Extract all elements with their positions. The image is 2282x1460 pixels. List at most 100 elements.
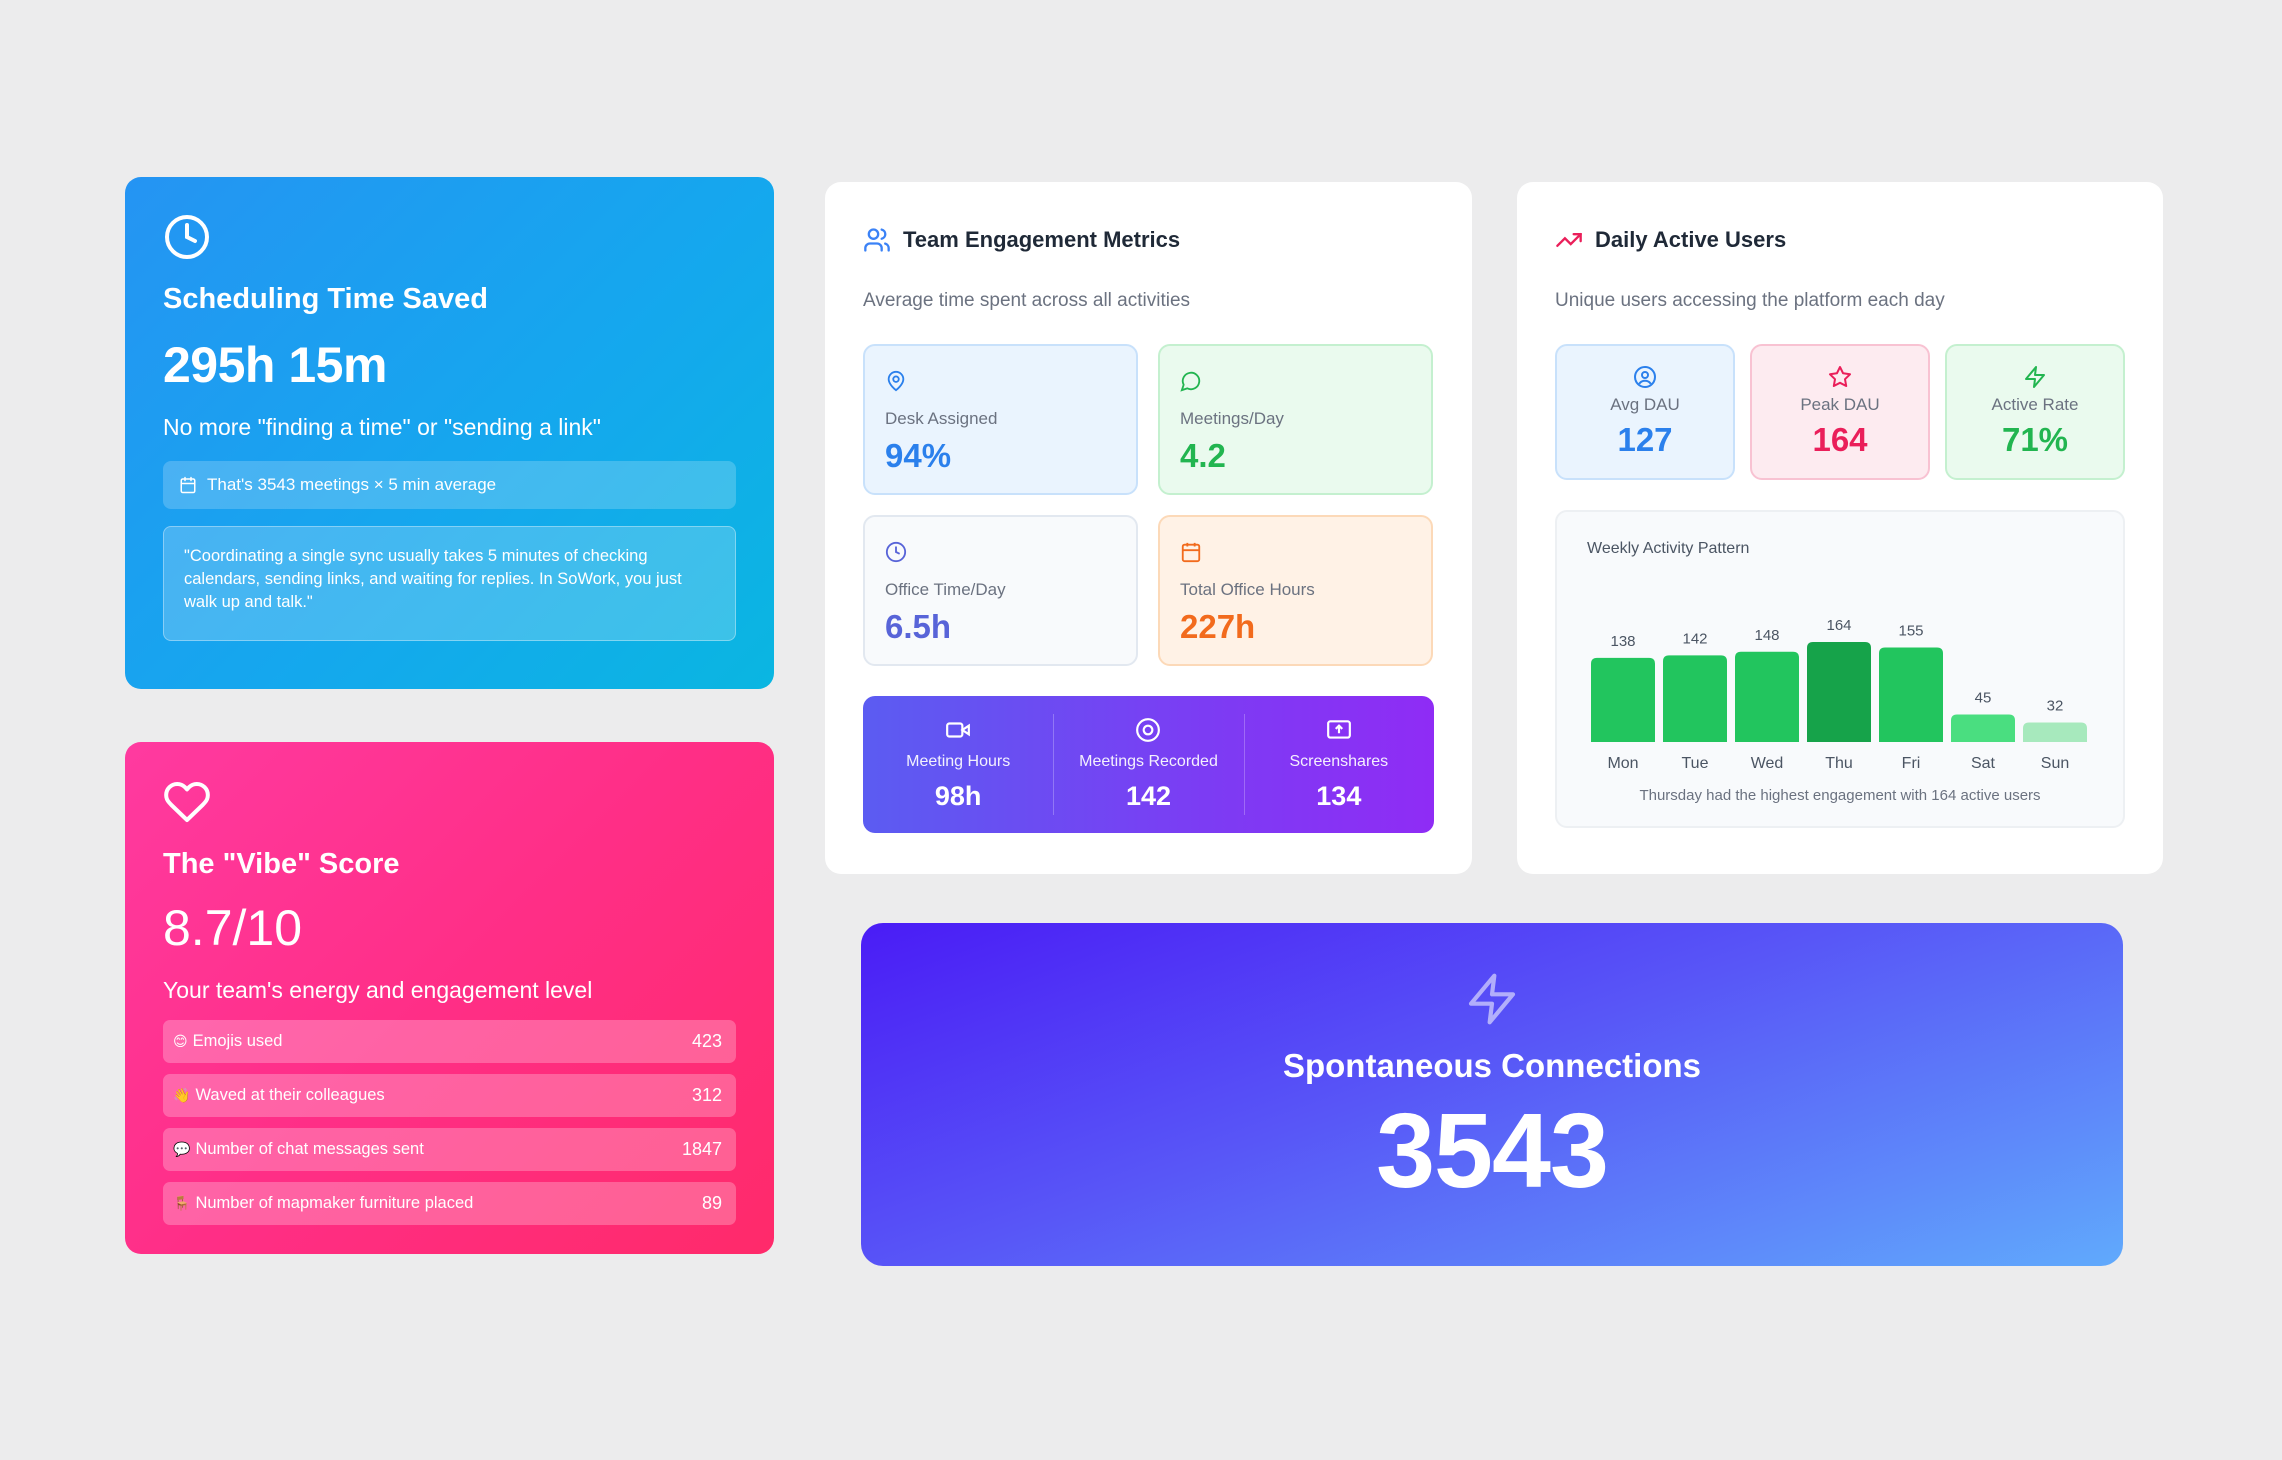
chat-bubble-icon [1180, 371, 1201, 392]
stat-value: 71% [2001, 421, 2069, 458]
metric-label: Meetings/Day [1180, 409, 1284, 428]
strip-label: Screenshares [1289, 753, 1389, 770]
bar-fri [1879, 647, 1943, 742]
bar-chart-svg: 138 Mon 142 Tue 148 Wed 164 Thu 155 Fri 45 Sat 32 Sun [1591, 617, 2087, 772]
vibe-row: 👋 Waved at their colleagues 312 [163, 1074, 736, 1117]
strip-label: Meeting Hours [906, 753, 1011, 770]
strip-value: 142 [1125, 781, 1172, 811]
bar-value-label: 148 [1754, 627, 1779, 644]
dau-description: Unique users accessing the platform each… [1555, 290, 1945, 311]
metric-value: 227h [1180, 608, 1256, 645]
stat-peak-dau: Peak DAU 164 [1750, 344, 1930, 480]
lightning-icon [1468, 973, 1516, 1025]
chart-title: Weekly Activity Pattern [1587, 540, 1750, 557]
trending-up-icon [1556, 233, 1582, 247]
metric-tile-meetings: Meetings/Day 4.2 [1158, 344, 1433, 495]
stat-active-rate: Active Rate 71% [1945, 344, 2125, 480]
vibe-title: The "Vibe" Score [163, 848, 400, 880]
team-engagement-card: Team Engagement Metrics Average time spe… [825, 182, 1472, 874]
vibe-rows: 😊 Emojis used 423 👋 Waved at their colleag… [163, 1020, 736, 1225]
bar-value-label: 45 [1975, 690, 1992, 707]
daily-active-users-card: Daily Active Users Unique users accessin… [1517, 182, 2163, 874]
strip-value: 98h [934, 781, 982, 811]
stat-label: Avg DAU [1610, 395, 1680, 414]
bar-value-label: 32 [2047, 697, 2064, 714]
dau-title: Daily Active Users [1595, 227, 1787, 252]
strip-cell-meetings-recorded: Meetings Recorded 142 [1053, 696, 1243, 833]
star-icon [1829, 366, 1851, 387]
metric-label: Total Office Hours [1180, 580, 1315, 599]
wave-emoji-icon: 👋 [173, 1087, 191, 1103]
metric-label: Desk Assigned [885, 409, 998, 428]
metric-tile-desk: Desk Assigned 94% [863, 344, 1138, 495]
vibe-row-value: 89 [701, 1193, 722, 1213]
x-tick-label: Sun [2041, 755, 2069, 772]
x-tick-label: Wed [1751, 755, 1784, 772]
strip-cell-screenshares: Screenshares 134 [1243, 696, 1434, 833]
record-icon [1136, 718, 1161, 742]
video-icon [946, 722, 971, 738]
heart-icon [164, 781, 210, 822]
clock-icon [165, 215, 209, 259]
vibe-row-label: Emojis used [192, 1032, 283, 1050]
user-circle-icon [1634, 366, 1656, 388]
map-pin-icon [887, 370, 905, 392]
scheduling-pill: That's 3543 meetings × 5 min average [163, 461, 736, 509]
scheduling-value: 295h 15m [163, 337, 387, 393]
bar-value-label: 164 [1826, 617, 1851, 634]
screen-share-icon [1326, 720, 1351, 739]
bar-sun [2023, 722, 2087, 742]
stat-value: 127 [1617, 421, 1673, 458]
vibe-row-label: Number of mapmaker furniture placed [195, 1194, 474, 1212]
scheduling-title: Scheduling Time Saved [163, 283, 489, 315]
vibe-value: 8.7/10 [163, 900, 303, 956]
vibe-subtitle: Your team's energy and engagement level [163, 977, 593, 1003]
metric-value: 6.5h [885, 608, 952, 645]
vibe-row: 😊 Emojis used 423 [163, 1020, 736, 1063]
smile-emoji-icon: 😊 [173, 1033, 188, 1049]
vibe-row: 🪑 Number of mapmaker furniture placed 89 [163, 1182, 736, 1225]
x-tick-label: Fri [1902, 755, 1921, 772]
team-title: Team Engagement Metrics [903, 227, 1181, 252]
strip-cell-meeting-hours: Meeting Hours 98h [863, 696, 1053, 833]
bar-value-label: 155 [1898, 622, 1923, 639]
weekly-activity-chart: Weekly Activity Pattern 138 Mon 142 Tue 148 W… [1555, 510, 2125, 828]
stat-avg-dau: Avg DAU 127 [1555, 344, 1735, 480]
bar-sat [1951, 714, 2015, 742]
vibe-row-value: 423 [691, 1031, 722, 1051]
bar-wed [1735, 651, 1799, 742]
x-tick-label: Sat [1971, 755, 1996, 772]
users-icon [864, 228, 890, 252]
vibe-row-label: Number of chat messages sent [195, 1140, 424, 1158]
x-tick-label: Thu [1825, 755, 1853, 772]
strip-value: 134 [1316, 781, 1362, 811]
calendar-icon [180, 476, 196, 494]
vibe-row-label: Waved at their colleagues [195, 1086, 385, 1104]
scheduling-subtitle: No more "finding a time" or "sending a l… [163, 414, 601, 440]
strip-label: Meetings Recorded [1079, 753, 1218, 770]
meeting-stats-strip: Meeting Hours 98h Meetings Recorded 142 … [863, 696, 1434, 833]
bar-thu [1807, 642, 1871, 742]
bar-value-label: 138 [1610, 633, 1635, 650]
clock-icon [885, 541, 907, 563]
stat-label: Peak DAU [1800, 395, 1880, 414]
chair-emoji-icon: 🪑 [173, 1195, 191, 1211]
metric-tile-office-hours: Total Office Hours 227h [1158, 515, 1433, 666]
speech-bubble-emoji-icon: 💬 [173, 1141, 191, 1157]
bar-value-label: 142 [1682, 630, 1707, 647]
vibe-row: 💬 Number of chat messages sent 1847 [163, 1128, 736, 1171]
lightning-icon [2025, 366, 2045, 388]
metric-label: Office Time/Day [885, 580, 1006, 599]
team-description: Average time spent across all activities [863, 290, 1191, 311]
scheduling-pill-text: That's 3543 meetings × 5 min average [207, 475, 497, 494]
bar-mon [1591, 657, 1655, 742]
chart-footnote: Thursday had the highest engagement with… [1639, 787, 2041, 804]
metric-value: 4.2 [1180, 437, 1226, 474]
spontaneous-connections-card: Spontaneous Connections 3543 [861, 923, 2123, 1266]
metric-value: 94% [885, 437, 952, 474]
scheduling-card: Scheduling Time Saved 295h 15m No more "… [125, 177, 774, 689]
stat-value: 164 [1812, 421, 1868, 458]
scheduling-quote: "Coordinating a single sync usually take… [163, 526, 736, 641]
spontaneous-title: Spontaneous Connections [1282, 1047, 1701, 1084]
vibe-card: The "Vibe" Score 8.7/10 Your team's ener… [125, 742, 774, 1254]
